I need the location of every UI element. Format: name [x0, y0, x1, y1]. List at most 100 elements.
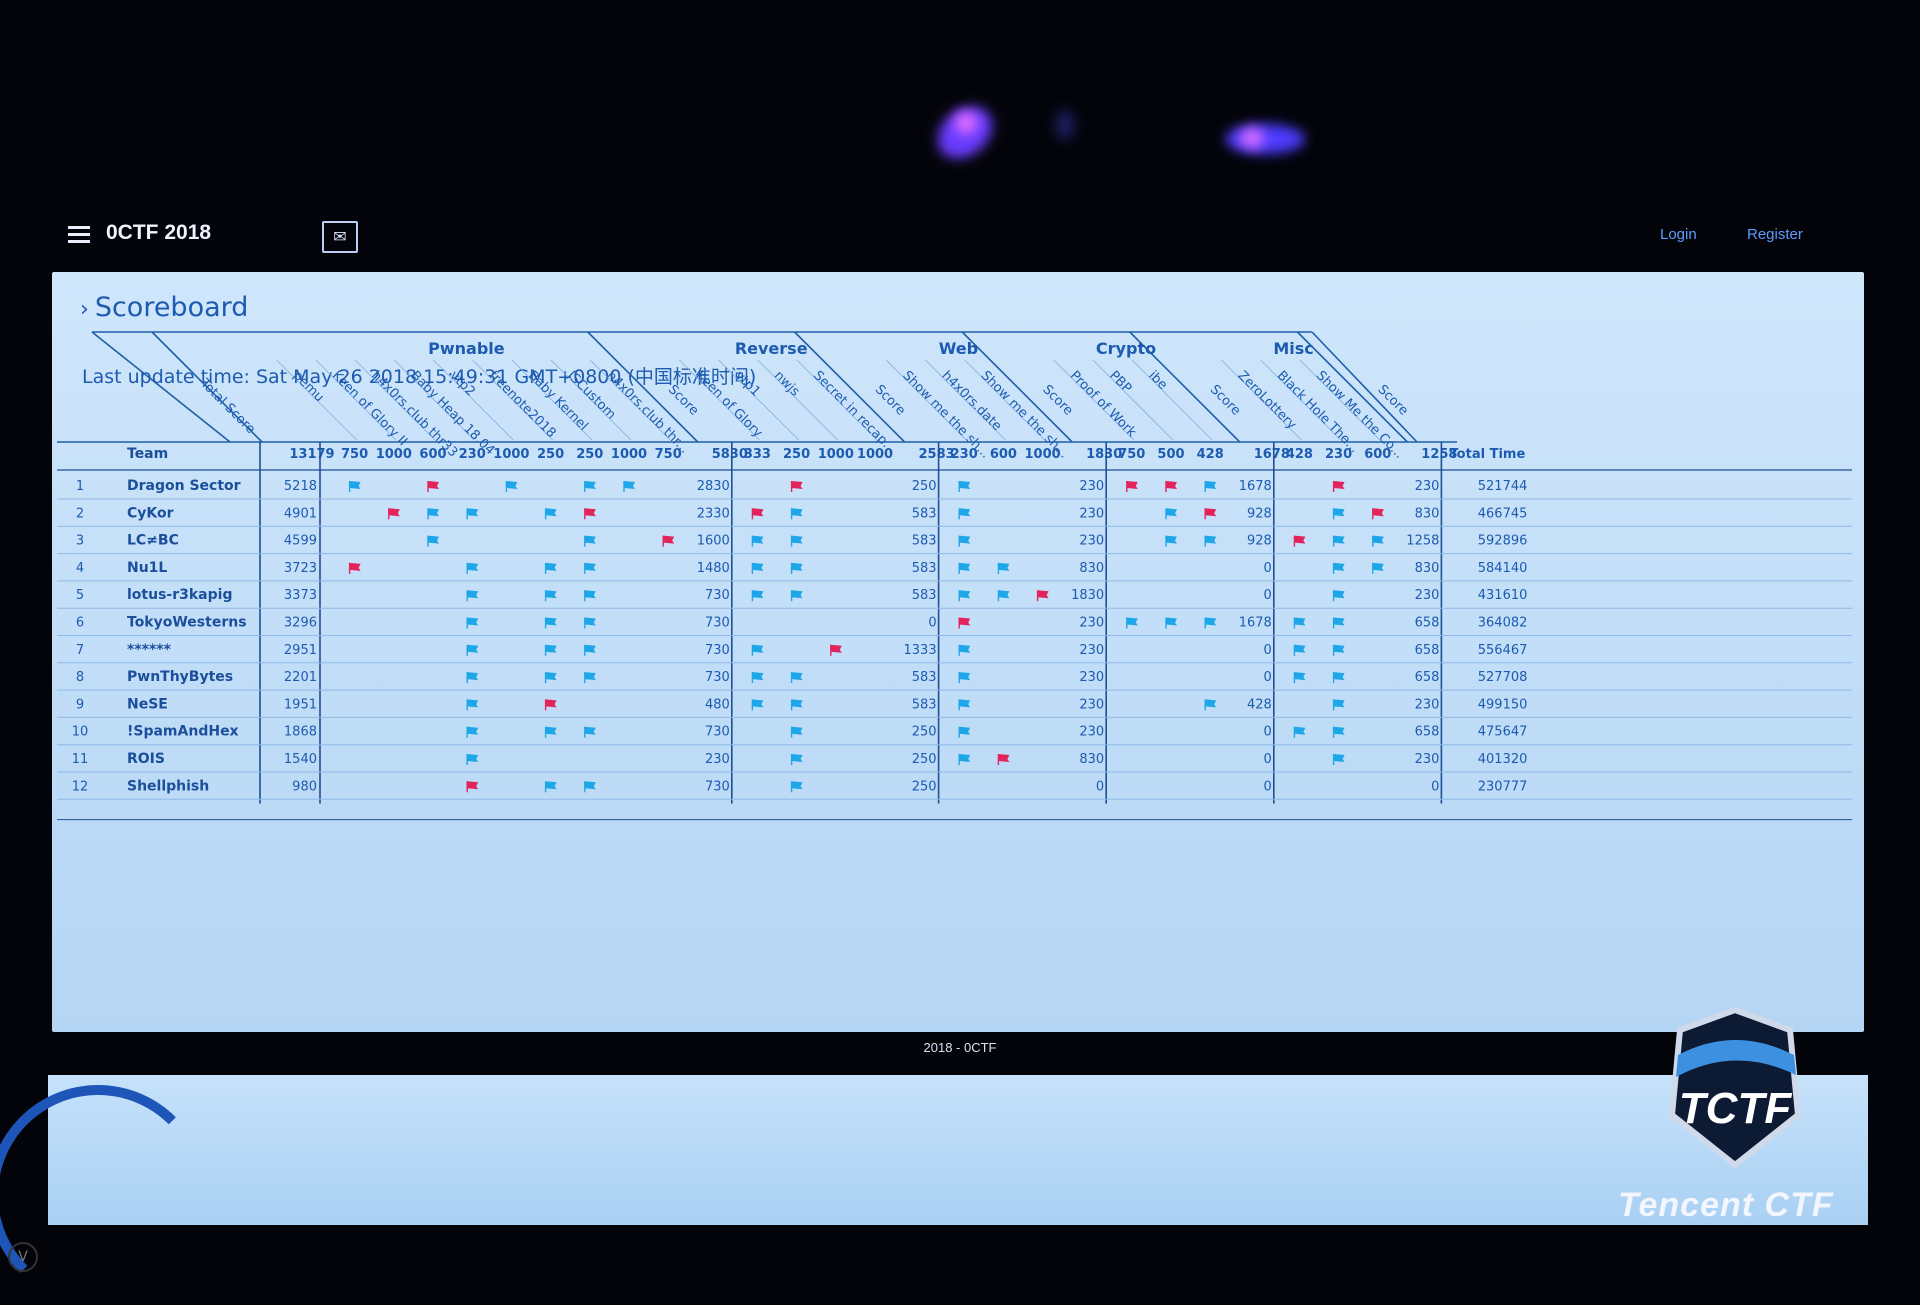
- solved-flag-icon: [584, 726, 596, 738]
- category-total-points: 1258: [1421, 447, 1457, 462]
- solved-flag-icon: [1332, 535, 1345, 547]
- category-total-points: 2583: [919, 447, 955, 462]
- category-score: 428: [1247, 697, 1272, 712]
- category-score: 230: [1079, 534, 1104, 549]
- solved-flag-icon: [544, 590, 557, 602]
- team-total-score: 2951: [284, 643, 317, 658]
- solved-flag-icon: [584, 644, 596, 656]
- team-column-header: Team: [127, 446, 168, 462]
- first-blood-flag-icon: [830, 644, 842, 656]
- solved-flag-icon: [544, 726, 557, 738]
- challenge-points: 750: [341, 447, 368, 462]
- category-score: 730: [705, 643, 730, 658]
- solved-flag-icon: [1293, 617, 1306, 629]
- category-score: 730: [705, 588, 730, 603]
- category-divider: [961, 331, 1073, 443]
- solved-flag-icon: [1204, 617, 1217, 629]
- site-brand[interactable]: 0CTF 2018: [106, 221, 212, 244]
- category-score: 480: [705, 697, 730, 712]
- team-total-time: 499150: [1478, 697, 1528, 712]
- category-score: 830: [1079, 561, 1104, 576]
- solved-flag-icon: [1204, 481, 1217, 492]
- first-blood-flag-icon: [751, 508, 764, 520]
- solved-flag-icon: [584, 562, 596, 574]
- category-score: 0: [1264, 670, 1272, 685]
- scoreboard-panel: › Scoreboard Last update time: Sat May 26…: [52, 272, 1864, 1032]
- challenge-points: 250: [783, 447, 810, 462]
- total-score-label: Total Score: [196, 376, 257, 437]
- solved-flag-icon: [584, 672, 596, 684]
- challenge-name: ibe: [1145, 368, 1170, 393]
- first-blood-flag-icon: [1204, 508, 1217, 520]
- solved-flag-icon: [1332, 672, 1345, 684]
- category-score: 928: [1247, 506, 1272, 521]
- challenge-points: 250: [576, 447, 603, 462]
- solved-flag-icon: [751, 672, 764, 684]
- solved-flag-icon: [505, 481, 518, 492]
- category-total-points: 1830: [1086, 447, 1122, 462]
- solved-flag-icon: [1332, 726, 1345, 738]
- solved-flag-icon: [544, 672, 557, 684]
- category-score: 230: [1079, 479, 1104, 494]
- hamburger-menu-icon[interactable]: [68, 226, 90, 244]
- first-blood-flag-icon: [1126, 481, 1138, 492]
- category-score: 583: [912, 561, 937, 576]
- solved-flag-icon: [790, 726, 803, 738]
- category-score: 230: [1079, 643, 1104, 658]
- challenge-points: 600: [419, 447, 446, 462]
- solved-flag-icon: [584, 535, 596, 547]
- challenge-points: 1000: [493, 447, 529, 462]
- solved-flag-icon: [544, 781, 557, 793]
- first-blood-flag-icon: [427, 481, 439, 492]
- challenge-divider: [1131, 359, 1213, 441]
- category-score: 230: [1415, 752, 1440, 767]
- first-blood-flag-icon: [544, 699, 557, 711]
- login-link[interactable]: Login: [1660, 226, 1697, 243]
- team-rank: 5: [76, 588, 84, 603]
- solved-flag-icon: [958, 508, 971, 520]
- total-max-points: 13179: [289, 447, 334, 462]
- category-score: 583: [912, 670, 937, 685]
- solved-flag-icon: [544, 617, 557, 629]
- category-score: 2330: [697, 506, 730, 521]
- team-total-time: 230777: [1478, 779, 1528, 794]
- footer-text: 2018 - 0CTF: [923, 1040, 997, 1055]
- challenge-points: 428: [1286, 447, 1313, 462]
- team-rank: 2: [76, 506, 84, 521]
- challenge-name: nwjs: [771, 368, 802, 399]
- solved-flag-icon: [584, 617, 596, 629]
- category-score: 1678: [1239, 616, 1272, 631]
- category-score: 0: [1264, 779, 1272, 794]
- solved-flag-icon: [1293, 726, 1306, 738]
- category-header-web: Web: [939, 339, 978, 358]
- category-total-points: 5830: [712, 447, 748, 462]
- first-blood-flag-icon: [1036, 590, 1049, 602]
- solved-flag-icon: [1332, 508, 1345, 520]
- lower-screen: [0, 1075, 1868, 1225]
- challenge-divider: [354, 359, 436, 441]
- category-score: 658: [1415, 643, 1440, 658]
- score-label: Score: [1039, 382, 1075, 418]
- solved-flag-icon: [466, 699, 479, 711]
- challenge-divider: [925, 359, 1006, 441]
- first-blood-flag-icon: [1165, 481, 1177, 492]
- first-blood-flag-icon: [348, 562, 361, 574]
- category-score: 230: [1079, 697, 1104, 712]
- challenge-points: 1000: [1025, 447, 1061, 462]
- solved-flag-icon: [1332, 562, 1345, 574]
- category-score: 0: [1264, 725, 1272, 740]
- solved-flag-icon: [790, 672, 803, 684]
- category-score: 230: [1079, 670, 1104, 685]
- challenge-name: vtp2: [447, 368, 478, 399]
- category-score: 830: [1415, 506, 1440, 521]
- solved-flag-icon: [584, 781, 596, 793]
- solved-flag-icon: [751, 590, 764, 602]
- register-link[interactable]: Register: [1747, 226, 1803, 243]
- solved-flag-icon: [348, 481, 361, 492]
- top-navbar: 0CTF 2018 ✉ Login Register: [52, 212, 1872, 258]
- mail-icon[interactable]: ✉: [322, 221, 358, 253]
- score-label: Score: [872, 382, 908, 418]
- solved-flag-icon: [1293, 672, 1306, 684]
- solved-flag-icon: [427, 508, 439, 520]
